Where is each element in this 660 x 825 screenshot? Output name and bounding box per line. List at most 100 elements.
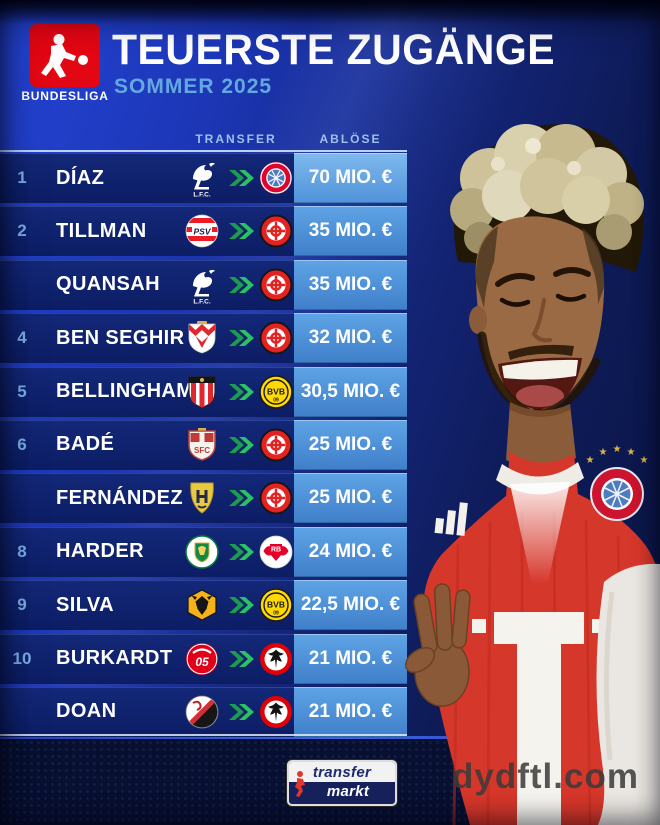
rank-number: 2 xyxy=(17,221,27,241)
table-row: 6 BADÉ SFC 25 MIO. € xyxy=(0,419,407,470)
svg-text:★: ★ xyxy=(613,444,622,455)
top-shade xyxy=(0,0,660,24)
svg-text:★: ★ xyxy=(586,455,595,466)
footer-divider-line xyxy=(0,736,660,739)
transfer-arrow-icon xyxy=(224,488,258,508)
transfer-fee: 25 MIO. € xyxy=(294,473,407,524)
rank-number: 1 xyxy=(17,168,27,187)
page-title: TEUERSTE ZUGÄNGE xyxy=(112,25,556,74)
club-logo-bayern-muenchen xyxy=(258,161,294,195)
svg-text:★: ★ xyxy=(640,455,649,466)
transfer-fee: 70 MIO. € xyxy=(294,153,407,203)
transfer-fee: 35 MIO. € xyxy=(294,259,407,310)
player-name: DÍAZ xyxy=(56,166,105,189)
table-row: QUANSAH L.F.C. 35 MIO. € xyxy=(0,259,407,310)
club-logo-sc-freiburg xyxy=(180,695,224,729)
table-row: 4 BEN SEGHIR 32 MIO. € xyxy=(0,313,407,364)
rank-number: 6 xyxy=(17,434,27,454)
table-row: 9 SILVA BVB 09 22,5 MIO. € xyxy=(0,580,407,631)
table-row: 5 BELLINGHAM BVB 09 30,5 MIO. € xyxy=(0,366,407,417)
rank-number: 10 xyxy=(12,648,32,668)
bundesliga-kicker-icon xyxy=(41,33,88,78)
club-logo-liverpool: L.F.C. xyxy=(180,158,224,198)
watermark: dydftl.com xyxy=(452,757,639,796)
transfer-arrow-icon xyxy=(224,221,258,241)
club-logo-as-monaco xyxy=(180,320,224,356)
bundesliga-badge xyxy=(30,24,100,87)
svg-text:★: ★ xyxy=(627,447,636,458)
transfer-fee: 22,5 MIO. € xyxy=(294,580,407,631)
table-row: 1 DÍAZ L.F.C. 70 MIO. € xyxy=(0,153,407,203)
transfer-fee: 21 MIO. € xyxy=(294,633,407,684)
svg-text:L.F.C.: L.F.C. xyxy=(193,298,211,305)
transfermarkt-logo: transfer markt xyxy=(287,760,397,806)
player-name: TILLMAN xyxy=(56,219,147,242)
table-row: 10 BURKARDT 05 21 MIO. € xyxy=(0,633,407,684)
club-logo-bayer-leverkusen xyxy=(258,481,294,515)
transfer-arrow-icon xyxy=(224,649,258,669)
svg-text:RB: RB xyxy=(271,546,281,553)
transfer-fee: 35 MIO. € xyxy=(294,206,407,257)
svg-text:05: 05 xyxy=(195,655,209,669)
transfer-arrow-icon xyxy=(224,168,258,188)
transfer-table: 1 DÍAZ L.F.C. 70 MIO. € 2 TILLMAN PSV 35 MI… xyxy=(0,153,407,737)
page-subtitle: SOMMER 2025 xyxy=(114,75,273,98)
club-logo-psv-eindhoven: PSV xyxy=(180,214,224,248)
player-name: SILVA xyxy=(56,593,114,616)
transfer-arrow-icon xyxy=(224,435,258,455)
column-header-transfer: TRANSFER xyxy=(195,132,277,146)
table-row: 2 TILLMAN PSV 35 MIO. € xyxy=(0,206,407,257)
player-name: QUANSAH xyxy=(56,273,160,296)
transfer-arrow-icon xyxy=(224,542,258,562)
transfer-fee: 30,5 MIO. € xyxy=(294,366,407,417)
svg-text:BVB: BVB xyxy=(267,386,285,396)
bayern-crest: ★ ★ ★ ★ ★ xyxy=(586,444,649,521)
table-bottom-divider xyxy=(0,734,407,736)
club-logo-bayer-leverkusen xyxy=(258,214,294,248)
player-photo-luis-diaz: ★ ★ ★ ★ ★ xyxy=(404,124,660,825)
svg-text:SFC: SFC xyxy=(194,446,210,455)
table-top-divider xyxy=(0,150,407,152)
rank-number: 8 xyxy=(17,541,27,561)
svg-text:L.F.C.: L.F.C. xyxy=(193,192,211,199)
rank-number: 4 xyxy=(17,328,27,348)
club-logo-eintracht-frankfurt xyxy=(258,642,294,676)
club-logo-bayer-leverkusen xyxy=(258,428,294,462)
svg-text:★: ★ xyxy=(599,447,608,458)
club-logo-mainz-05: 05 xyxy=(180,642,224,676)
transfer-arrow-icon xyxy=(224,328,258,348)
telekom-logo xyxy=(472,612,606,825)
player-name: HARDER xyxy=(56,540,144,563)
transfermarkt-player-icon xyxy=(295,771,305,797)
column-header-fee: ABLÖSE xyxy=(319,132,382,146)
transfer-arrow-icon xyxy=(224,382,258,402)
player-name: BADÉ xyxy=(56,433,115,456)
player-name: BURKARDT xyxy=(56,647,173,670)
club-logo-bayer-leverkusen xyxy=(258,268,294,302)
table-row: FERNÁNDEZ 25 MIO. € xyxy=(0,473,407,524)
club-logo-borussia-dortmund: BVB 09 xyxy=(258,588,294,622)
svg-text:BVB: BVB xyxy=(267,600,285,610)
club-logo-eintracht-frankfurt xyxy=(258,695,294,729)
rank-number: 9 xyxy=(17,595,27,615)
player-hand xyxy=(404,583,471,707)
svg-text:PSV: PSV xyxy=(193,227,211,237)
table-row: 8 HARDER RB 24 MIO. € xyxy=(0,526,407,577)
club-logo-sporting-cp xyxy=(180,534,224,569)
transfermarkt-word-top: transfer xyxy=(312,763,372,781)
rank-number: 5 xyxy=(17,381,27,401)
transfer-arrow-icon xyxy=(224,595,258,615)
transfer-arrow-icon xyxy=(224,702,258,722)
transfermarkt-word-bottom: markt xyxy=(326,782,370,800)
club-logo-wolverhampton xyxy=(180,588,224,622)
player-name: BELLINGHAM xyxy=(56,380,194,403)
player-name: FERNÁNDEZ xyxy=(56,486,183,509)
player-name: BEN SEGHIR xyxy=(56,326,185,349)
player-name: DOAN xyxy=(56,700,117,723)
club-logo-sunderland xyxy=(180,374,224,410)
club-logo-al-qadsiah xyxy=(180,480,224,516)
club-logo-bayer-leverkusen xyxy=(258,321,294,355)
transfer-arrow-icon xyxy=(224,275,258,295)
svg-text:09: 09 xyxy=(273,397,279,403)
adidas-logo xyxy=(434,502,468,536)
